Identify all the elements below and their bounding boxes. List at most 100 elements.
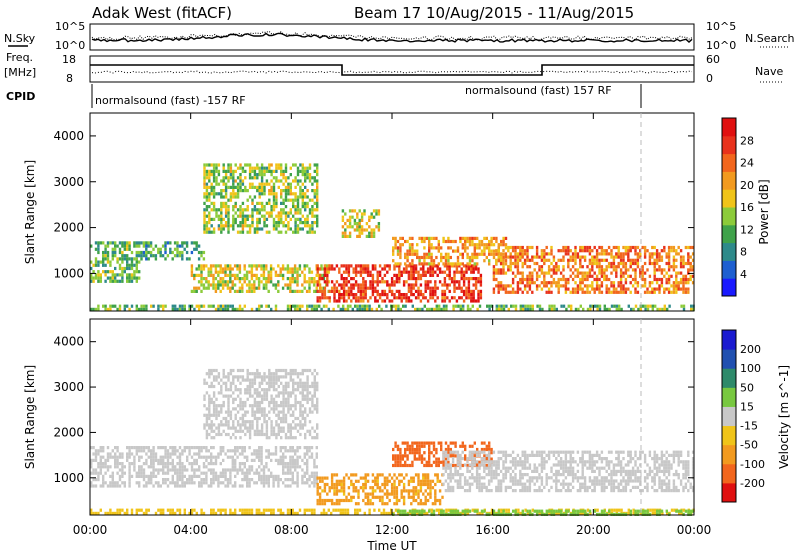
heat-cell [396,246,400,250]
heat-cell [654,508,657,512]
heat-cell [531,245,534,250]
heat-cell [523,261,527,266]
heat-cell [197,286,201,290]
heat-cell [166,452,170,456]
heat-cell [304,179,307,183]
heat-cell [138,250,141,255]
heat-cell [519,258,522,262]
heat-cell [448,264,451,268]
heat-cell [268,436,271,440]
heat-cell [398,296,401,300]
heat-cell [407,296,411,300]
heat-cell [643,281,647,285]
heat-cell [234,449,237,453]
heat-cell [222,195,225,199]
heat-cell [371,289,375,293]
heat-cell [212,179,216,183]
heat-cell [208,432,211,437]
heat-cell [422,293,425,297]
heat-cell [224,307,227,311]
heat-cell [395,289,399,293]
heat-cell [352,293,355,297]
heat-cell [643,245,647,250]
heat-cell [538,304,542,308]
heat-cell [208,230,211,234]
heat-cell [682,261,685,266]
heat-cell [598,287,601,291]
heat-cell [203,404,206,408]
heat-cell [226,286,230,290]
heat-cell [232,176,235,180]
heat-cell [282,407,285,411]
heat-cell [239,407,242,411]
heat-cell [648,290,652,294]
heat-cell [679,255,683,259]
heat-cell [333,489,336,493]
heat-cell [178,471,182,475]
heat-cell [222,304,225,308]
heat-cell [126,254,129,258]
heat-cell [423,252,426,256]
heat-cell [236,404,240,408]
heat-cell [222,179,225,183]
heat-cell [118,307,122,311]
heat-cell [275,205,278,209]
heat-cell [424,289,427,293]
heat-cell [217,413,221,417]
heat-cell [214,307,218,311]
heat-cell [241,169,245,173]
heat-cell [205,420,209,424]
heat-cell [142,484,146,488]
heat-cell [304,224,307,228]
heat-cell [255,277,258,281]
heat-cell [341,209,345,213]
heat-cell [260,468,263,472]
heat-cell [210,478,213,482]
heat-cell [651,245,654,250]
heat-cell [414,270,418,274]
heat-cell [567,249,570,253]
heat-cell [260,474,263,478]
heat-cell [286,264,290,268]
heat-cell [205,372,209,376]
heat-cell [287,384,290,389]
heat-cell [308,211,312,215]
heat-cell [97,465,100,469]
heat-cell [277,423,280,427]
heat-cell [529,307,532,311]
heat-cell [383,267,387,271]
heat-cell [241,211,245,215]
heat-cell [224,416,228,421]
heat-cell [313,221,316,225]
heat-cell [118,250,122,255]
heat-cell [212,173,216,177]
heat-cell [574,245,577,250]
heat-cell [205,413,209,417]
heat-cell [333,293,336,297]
heat-cell [509,265,512,269]
heat-cell [258,166,261,170]
heat-cell [402,498,406,503]
nsky-right-tick-bottom: 10^0 [706,39,736,52]
freq-label-1: Freq. [6,51,33,64]
heat-cell [479,280,483,284]
heat-cell [333,267,336,271]
heat-cell [322,304,326,308]
heat-cell [241,452,244,456]
heat-cell [383,482,387,487]
heat-cell [364,293,367,297]
heat-cell [514,249,517,253]
heat-cell [208,400,211,405]
heat-cell [118,266,122,271]
heat-cell [306,378,309,382]
heat-cell [419,482,423,487]
heat-cell [114,465,117,469]
heat-cell [577,307,580,311]
heat-cell [579,281,582,285]
heat-cell [342,270,346,274]
heat-cell [443,277,447,281]
heat-cell [677,287,680,291]
heat-cell [260,478,263,482]
heat-cell [162,511,165,515]
heat-cell [414,489,418,493]
